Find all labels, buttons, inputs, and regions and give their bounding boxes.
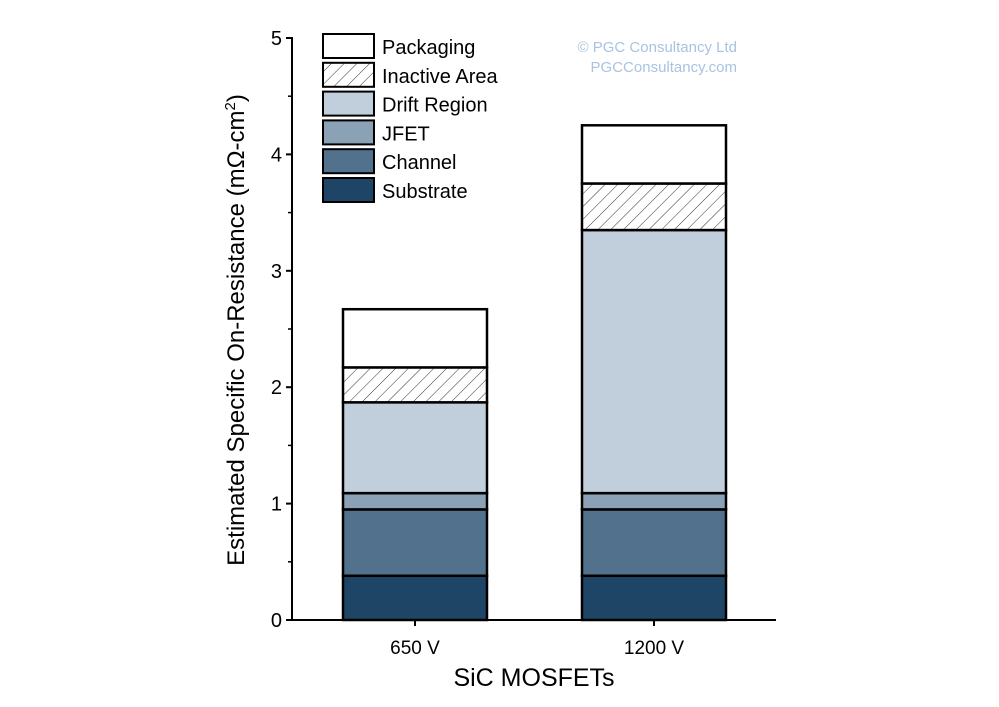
y-tick-label: 0 <box>271 610 282 632</box>
legend-swatch <box>322 33 375 59</box>
bar-segment-jfet <box>341 491 489 511</box>
legend-label: Channel <box>382 152 457 174</box>
bar-segment-drift-region <box>580 228 728 495</box>
legend-swatch <box>322 148 375 175</box>
legend-swatch <box>322 177 375 203</box>
legend-swatch <box>322 119 375 146</box>
watermark-line1: © PGC Consultancy Ltd <box>578 39 737 56</box>
legend-swatch <box>322 90 375 117</box>
bar-segment-drift-region <box>341 401 489 495</box>
bar-segment-jfet <box>580 491 728 511</box>
bar-segment-substrate <box>580 574 728 622</box>
legend-swatch <box>322 61 375 88</box>
bar-segment-channel <box>580 508 728 578</box>
bar-segment-inactive-area <box>341 366 489 404</box>
bar-segment-substrate <box>341 574 489 622</box>
bar-segment-packaging <box>580 124 728 185</box>
legend-label: Drift Region <box>382 95 488 117</box>
bar-segment-packaging <box>341 307 489 369</box>
watermark-line2: PGCConsultancy.com <box>591 59 737 76</box>
y-tick-label: 1 <box>271 494 282 516</box>
y-tick-label: 3 <box>271 261 282 283</box>
legend-label: Packaging <box>382 37 475 59</box>
x-tick-label: 1200 V <box>624 638 685 659</box>
legend-label: JFET <box>382 123 430 145</box>
legend-label: Inactive Area <box>382 66 499 88</box>
bar-segment-inactive-area <box>580 182 728 232</box>
y-axis-label: Estimated Specific On-Resistance (mΩ-cm2… <box>222 94 250 566</box>
legend-label: Substrate <box>382 181 468 203</box>
y-tick-label: 5 <box>271 28 282 50</box>
y-tick-label: 4 <box>271 144 282 166</box>
x-tick-label: 650 V <box>390 638 440 659</box>
bar-segment-channel <box>341 508 489 578</box>
y-tick-label: 2 <box>271 377 282 399</box>
x-axis-label: SiC MOSFETs <box>453 664 614 692</box>
